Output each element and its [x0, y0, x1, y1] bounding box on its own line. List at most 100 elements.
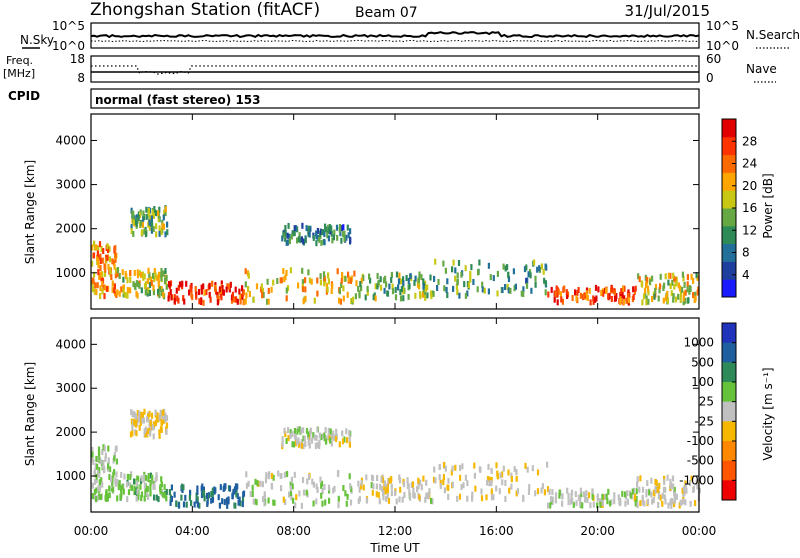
scatter-cell: [530, 287, 533, 294]
scatter-cell: [673, 486, 676, 493]
scatter-cell: [247, 272, 250, 279]
nsky-label: N.Sky: [20, 33, 54, 47]
scatter-cell: [504, 265, 507, 272]
scatter-cell: [313, 297, 316, 304]
scatter-cell: [254, 478, 257, 485]
scatter-cell: [596, 495, 599, 502]
scatter-cell: [638, 276, 641, 283]
scatter-cell: [333, 485, 336, 492]
scatter-cell: [220, 294, 223, 301]
scatter-cell: [507, 271, 510, 278]
scatter-cell: [370, 474, 374, 481]
scatter-cell: [116, 289, 119, 296]
scatter-cell: [116, 479, 119, 485]
scatter-cell: [147, 413, 150, 420]
scatter-cell: [208, 282, 211, 289]
scatter-cell: [129, 474, 132, 481]
scatter-cell: [92, 252, 96, 259]
scatter-cell: [165, 488, 168, 495]
scatter-cell: [359, 281, 362, 287]
scatter-cell: [679, 297, 682, 303]
scatter-cell: [347, 275, 350, 282]
scatter-cell: [325, 438, 328, 445]
scatter-cell: [677, 282, 680, 289]
scatter-cell: [241, 501, 244, 508]
freq-tick-high: 18: [70, 52, 85, 66]
scatter-cell: [400, 286, 403, 292]
scatter-cell: [329, 428, 332, 435]
scatter-cell: [650, 491, 653, 498]
freq-unit-label: [MHz]: [3, 67, 35, 80]
scatter-cell: [261, 496, 265, 503]
scatter-cell: [385, 495, 388, 502]
scatter-cell: [481, 286, 484, 293]
scatter-cell: [141, 417, 144, 424]
scatter-cell: [487, 262, 490, 269]
scatter-cell: [402, 295, 405, 302]
scatter-cell: [160, 275, 163, 282]
scatter-cell: [165, 415, 169, 422]
scatter-cell: [111, 475, 114, 482]
scatter-cell: [574, 491, 577, 498]
scatter-cell: [649, 279, 652, 286]
scatter-cell: [167, 281, 171, 287]
scatter-cell: [148, 219, 151, 226]
scatter-cell: [139, 212, 142, 219]
scatter-cell: [513, 466, 516, 473]
scatter-cell: [286, 285, 290, 292]
scatter-cell: [225, 497, 228, 504]
scatter-cell: [641, 486, 645, 493]
scatter-cell: [138, 424, 141, 431]
scatter-cell: [157, 216, 160, 222]
scatter-cell: [245, 482, 249, 489]
scatter-cell: [129, 431, 133, 438]
scatter-cell: [382, 490, 385, 496]
scatter-cell: [315, 483, 318, 490]
scatter-cell: [298, 490, 301, 497]
scatter-cell: [347, 232, 350, 239]
scatter-cell: [648, 489, 651, 496]
scatter-cell: [385, 484, 388, 490]
scatter-cell: [394, 294, 398, 301]
scatter-cell: [305, 489, 308, 496]
scatter-cell: [281, 235, 284, 242]
colorbar-swatch: [722, 441, 736, 462]
scatter-cell: [157, 280, 160, 287]
scatter-cell: [110, 476, 113, 483]
scatter-cell: [488, 480, 491, 487]
scatter-cell: [165, 283, 168, 290]
scatter-cell: [583, 491, 586, 498]
scatter-cell: [346, 437, 349, 444]
scatter-cell: [499, 472, 502, 479]
scatter-cell: [391, 288, 395, 295]
scatter-cell: [277, 470, 280, 477]
scatter-cell: [414, 275, 417, 282]
scatter-cell: [133, 485, 136, 492]
scatter-cell: [141, 221, 144, 228]
colorbar-tick-label: 1000: [683, 336, 714, 350]
scatter-cell: [98, 467, 101, 474]
scatter-cell: [312, 234, 315, 241]
scatter-cell: [231, 291, 234, 298]
scatter-cell: [542, 268, 545, 275]
scatter-cell: [99, 494, 103, 501]
scatter-cell: [156, 412, 159, 419]
scatter-cell: [339, 298, 342, 305]
scatter-cell: [429, 274, 432, 281]
scatter-cell: [202, 486, 205, 493]
scatter-cell: [647, 298, 650, 305]
scatter-cell: [313, 434, 316, 441]
scatter-cell: [98, 472, 101, 478]
scatter-cell: [263, 493, 266, 500]
scatter-cell: [150, 412, 154, 419]
scatter-cell: [383, 287, 386, 294]
scatter-cell: [146, 278, 149, 285]
scatter-cell: [284, 431, 287, 438]
scatter-cell: [108, 485, 111, 492]
colorbar-swatch: [722, 362, 736, 383]
scatter-cell: [203, 495, 206, 502]
scatter-cell: [126, 473, 129, 480]
scatter-cell: [98, 241, 102, 248]
scatter-cell: [641, 499, 644, 506]
scatter-cell: [148, 271, 151, 278]
